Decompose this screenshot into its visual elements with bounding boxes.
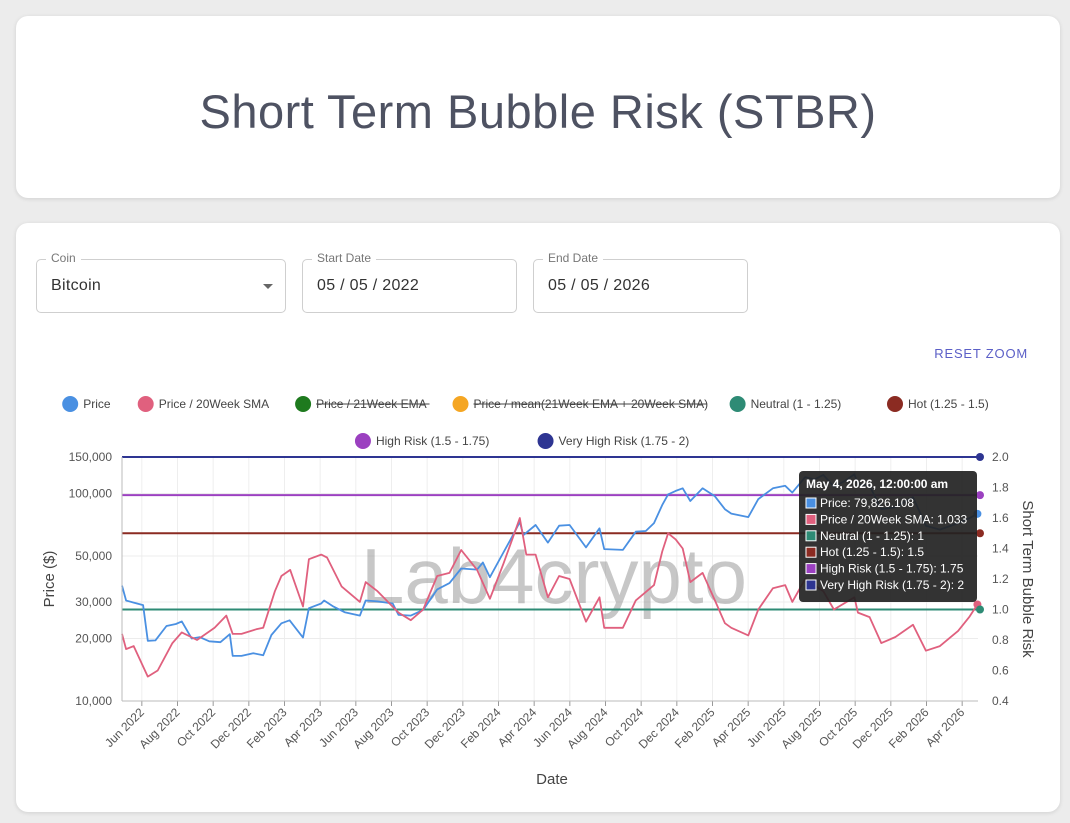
y2-tick-label: 1.6 [992,511,1009,525]
coin-select-label: Coin [46,251,81,265]
coin-select[interactable]: Coin Bitcoin [36,251,286,313]
y2-axis-title: Short Term Bubble Risk [1019,500,1036,658]
end-date-value[interactable]: 05 / 05 / 2026 [548,277,651,294]
chart-card: Coin Bitcoin Start Date 05 / 05 / 2022 E… [16,223,1060,812]
x-axis-title: Date [536,771,568,788]
y-tick-label: 150,000 [69,450,113,464]
legend-swatch [62,396,79,412]
x-tick-label: Apr 2026 [923,705,968,750]
y2-tick-label: 0.6 [992,664,1009,678]
y-tick-label: 50,000 [75,549,112,563]
y2-tick-label: 1.2 [992,572,1009,586]
y2-tick-label: 0.4 [992,694,1009,708]
y2-tick-label: 2.0 [992,450,1009,464]
start-date-value[interactable]: 05 / 05 / 2022 [317,277,420,294]
legend-label: Very High Risk (1.75 - 2) [559,434,690,448]
legend-swatch [887,396,903,412]
y-tick-label: 30,000 [75,595,112,609]
endpoint-markers [973,453,984,614]
y2-tick-label: 1.0 [992,603,1009,617]
legend-swatch [295,396,312,412]
end-date-label: End Date [543,251,604,265]
chevron-down-icon[interactable] [263,284,273,289]
y-axis-title: Price ($) [41,551,58,608]
legend-label: High Risk (1.5 - 1.75) [376,434,489,448]
legend-item[interactable]: Price / 21Week EMA [295,396,430,412]
chart-legend: Price Price / 20Week SMA Price / 21Week EM… [62,396,989,449]
tooltip-swatch [805,497,817,509]
y-tick-label: 100,000 [69,487,113,501]
reset-zoom-button[interactable]: RESET ZOOM [934,346,1028,361]
threshold-end-point [976,605,984,614]
title-card: Short Term Bubble Risk (STBR) [16,16,1060,198]
legend-item[interactable]: High Risk (1.5 - 1.75) [354,433,489,449]
y2-tick-label: 0.8 [992,633,1009,647]
tooltip-swatch [805,530,817,542]
tooltip-box [799,471,977,602]
legend-label: Neutral (1 - 1.25) [751,397,842,411]
tooltip-row: Hot (1.25 - 1.5): 1.5 [820,545,924,559]
tooltip-row: Neutral (1 - 1.25): 1 [820,529,924,543]
end-date-field[interactable]: End Date 05 / 05 / 2026 [533,251,748,313]
legend-item[interactable]: Price / mean(21Week EMA + 20Week SMA) [452,396,709,412]
threshold-end-point [976,529,984,538]
legend-item[interactable]: Neutral (1 - 1.25) [729,396,842,412]
x-tick-label: Feb 2024 [458,705,504,751]
tooltip-row: Price: 79,826.108 [820,496,914,510]
tooltip-row: High Risk (1.5 - 1.75): 1.75 [820,562,964,576]
legend-swatch [354,433,371,449]
legend-label: Price [83,397,111,411]
threshold-end-point [976,491,984,500]
tooltip-swatch [805,563,817,575]
tooltip-row: Very High Risk (1.75 - 2): 2 [820,578,964,592]
start-date-field[interactable]: Start Date 05 / 05 / 2022 [302,251,517,313]
y-tick-label: 20,000 [75,632,112,646]
legend-swatch [452,396,469,412]
legend-item[interactable]: Very High Risk (1.75 - 2) [537,433,690,449]
legend-item[interactable]: Price / 20Week SMA [137,396,269,412]
legend-label: Hot (1.25 - 1.5) [908,397,989,411]
chart-tooltip: May 4, 2026, 12:00:00 am Price: 79,826.10… [799,471,977,602]
legend-label: Price / 20Week SMA [159,397,269,411]
tooltip-swatch [805,579,817,591]
legend-swatch [537,433,554,449]
y-tick-label: 10,000 [75,694,112,708]
tooltip-swatch [805,513,817,525]
start-date-label: Start Date [312,251,377,265]
tooltip-title: May 4, 2026, 12:00:00 am [806,477,948,491]
legend-swatch [729,396,746,412]
page-title: Short Term Bubble Risk (STBR) [199,85,877,138]
tooltip-swatch [805,546,817,558]
threshold-end-point [976,453,984,461]
legend-item[interactable]: Hot (1.25 - 1.5) [887,396,989,412]
legend-swatch [137,396,154,412]
x-tick-label: Feb 2023 [244,705,290,751]
legend-item[interactable]: Price [62,396,111,412]
y2-tick-label: 1.4 [992,542,1009,556]
x-tick-label: Feb 2025 [672,705,718,751]
y2-tick-label: 1.8 [992,481,1009,495]
tooltip-row: Price / 20Week SMA: 1.033 [820,512,968,526]
chart[interactable]: Price Price / 20Week SMA Price / 21Week EM… [16,223,1060,812]
x-tick-label: Feb 2026 [886,705,932,751]
coin-select-value: Bitcoin [51,277,102,294]
